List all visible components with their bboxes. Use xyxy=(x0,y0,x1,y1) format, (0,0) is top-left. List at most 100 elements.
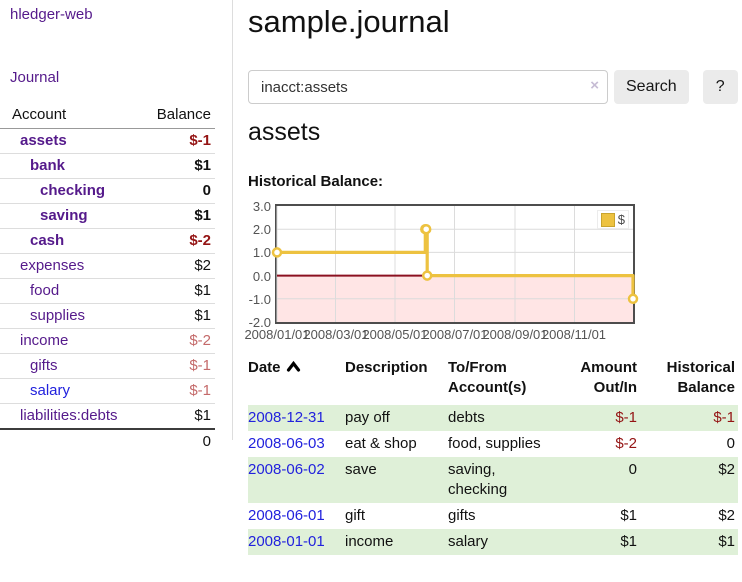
search-input[interactable] xyxy=(248,70,608,104)
account-balance: $1 xyxy=(143,278,215,304)
account-row: food $1 xyxy=(0,278,215,304)
data-point-marker xyxy=(627,293,639,305)
brand-link[interactable]: hledger-web xyxy=(10,6,93,23)
account-name-cell: gifts xyxy=(0,353,144,379)
transaction-date-link[interactable]: 2008-06-01 xyxy=(248,507,325,524)
y-axis-tick-label: -2.0 xyxy=(248,315,271,330)
search-button[interactable]: Search xyxy=(614,70,689,104)
register-amount-cell: $1 xyxy=(620,533,637,550)
account-row: liabilities:debts $1 xyxy=(0,403,215,429)
register-date-cell: 2008-12-31 xyxy=(248,405,345,431)
account-row: checking 0 xyxy=(0,178,215,204)
transaction-date-link[interactable]: 2008-12-31 xyxy=(248,409,325,426)
search-input-wrap: × xyxy=(248,70,608,104)
account-balance: 0 xyxy=(143,178,215,204)
account-row: income $-2 xyxy=(0,328,215,354)
account-link[interactable]: salary xyxy=(30,382,71,399)
x-axis-tick-label: 2008/05/01 xyxy=(362,327,428,342)
account-balance: $1 xyxy=(143,303,215,329)
register-description-cell: gift xyxy=(345,507,366,524)
register-accounts-cell: salary xyxy=(448,533,489,550)
register-balance-cell: $-1 xyxy=(713,409,735,426)
accounts-header-row: Account Balance xyxy=(0,103,215,129)
register-date-cell: 2008-01-01 xyxy=(248,529,345,555)
register-description-cell: pay off xyxy=(345,409,390,426)
register-description-cell: income xyxy=(345,533,394,550)
page-title: sample.journal xyxy=(248,4,450,39)
account-link[interactable]: expenses xyxy=(20,257,85,274)
transaction-date-link[interactable]: 2008-06-03 xyxy=(248,435,325,452)
x-axis-tick-label: 2008/03/01 xyxy=(303,327,369,342)
transaction-date-link[interactable]: 2008-01-01 xyxy=(248,533,325,550)
account-balance: $-2 xyxy=(143,328,215,354)
y-axis-tick-label: 2.0 xyxy=(252,222,271,237)
account-balance: $-1 xyxy=(143,353,215,379)
clear-search-icon[interactable]: × xyxy=(590,77,599,94)
register-row: 2008-12-31 pay off debts $-1 $-1 xyxy=(248,405,738,431)
register-amount-cell: $-1 xyxy=(615,409,637,426)
register-row: 2008-06-03 eat & shop food, supplies $-2 0 xyxy=(248,431,738,457)
account-link[interactable]: liabilities:debts xyxy=(20,407,118,424)
register-description-cell: save xyxy=(345,461,377,478)
register-date-cell: 2008-06-01 xyxy=(248,503,345,529)
nav-journal-link[interactable]: Journal xyxy=(10,69,60,86)
register-balance-cell: 0 xyxy=(726,435,735,452)
register-row: 2008-06-02 save saving, checking 0 $2 xyxy=(248,457,738,503)
register-balance-cell: $2 xyxy=(718,461,735,478)
account-name-cell: expenses xyxy=(0,253,144,279)
register-row: 2008-01-01 income salary $1 $1 xyxy=(248,529,738,555)
account-name-cell: liabilities:debts xyxy=(0,403,144,429)
accounts-total-spacer xyxy=(0,428,144,454)
register-col-to: To/From Account(s) xyxy=(448,358,568,405)
register-col-amount: Amount Out/In xyxy=(568,358,640,405)
account-link[interactable]: bank xyxy=(30,157,66,174)
account-link[interactable]: cash xyxy=(30,232,65,249)
legend-swatch-icon xyxy=(600,212,615,227)
register-balance-cell: $1 xyxy=(718,533,735,550)
account-link[interactable]: food xyxy=(30,282,60,299)
account-name-cell: supplies xyxy=(0,303,144,329)
account-row: assets $-1 xyxy=(0,129,215,154)
x-axis-tick-label: 2008/07/01 xyxy=(422,327,488,342)
account-link[interactable]: saving xyxy=(40,207,88,224)
register-date-cell: 2008-06-03 xyxy=(248,431,345,457)
register-date-cell: 2008-06-02 xyxy=(248,457,345,503)
transaction-date-link[interactable]: 2008-06-02 xyxy=(248,461,325,478)
account-name-cell: saving xyxy=(0,203,144,229)
account-name-cell: cash xyxy=(0,228,144,254)
account-name-cell: checking xyxy=(0,178,144,204)
account-link[interactable]: income xyxy=(20,332,69,349)
register-col-historical: Historical Balance xyxy=(640,358,738,405)
account-balance: $1 xyxy=(143,153,215,179)
sidebar: hledger-web Journal Account Balance asse… xyxy=(0,0,233,454)
account-balance: $-2 xyxy=(143,228,215,254)
data-point-marker xyxy=(271,247,283,258)
data-point-marker xyxy=(421,270,433,281)
help-button[interactable]: ? xyxy=(702,70,738,104)
accounts-header-account: Account xyxy=(0,103,144,129)
account-row: expenses $2 xyxy=(0,253,215,279)
register-accounts-cell: debts xyxy=(448,409,485,426)
account-name-cell: bank xyxy=(0,153,144,179)
account-name-cell: salary xyxy=(0,378,144,404)
account-link[interactable]: checking xyxy=(40,182,106,199)
y-axis-tick-label: 1.0 xyxy=(252,245,271,260)
register-description-cell: eat & shop xyxy=(345,435,417,452)
register-col-label: Historical Balance xyxy=(666,359,735,396)
register-col-label: Amount Out/In xyxy=(580,359,637,396)
register-table: Date Description To/From Account(s) Amount … xyxy=(248,358,738,555)
account-balance: $-1 xyxy=(143,378,215,404)
register-col-label: Description xyxy=(345,359,428,376)
account-link[interactable]: supplies xyxy=(30,307,86,324)
register-row: 2008-06-01 gift gifts $1 $2 xyxy=(248,503,738,529)
account-name-cell: food xyxy=(0,278,144,304)
register-col-label: To/From Account(s) xyxy=(448,359,527,396)
account-row: saving $1 xyxy=(0,203,215,229)
account-link[interactable]: gifts xyxy=(30,357,58,374)
x-axis-tick-label: 2008/01/01 xyxy=(244,327,310,342)
register-header-row: Date Description To/From Account(s) Amount … xyxy=(248,358,738,405)
register-col-date[interactable]: Date xyxy=(248,358,345,405)
account-row: bank $1 xyxy=(0,153,215,179)
account-link[interactable]: assets xyxy=(20,132,67,149)
chart-canvas xyxy=(271,206,639,322)
